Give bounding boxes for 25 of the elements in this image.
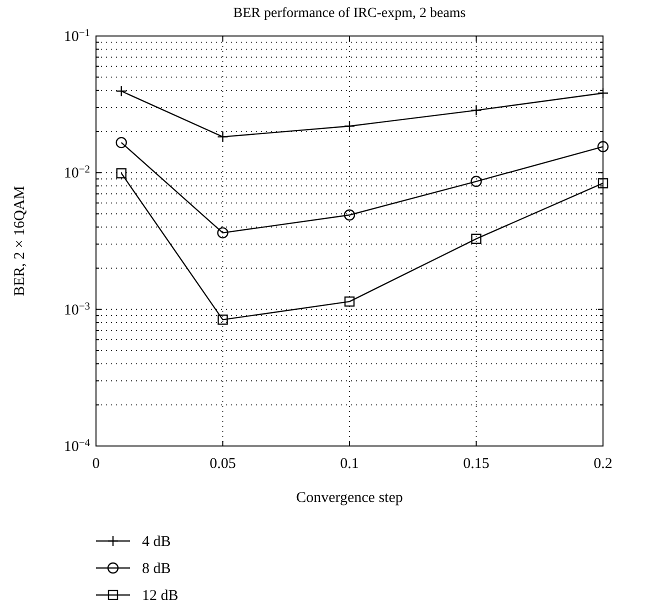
legend-label: 8 dB	[142, 561, 171, 577]
x-tick-label: 0.05	[210, 456, 236, 472]
x-axis-title: Convergence step	[296, 490, 403, 506]
legend-label: 12 dB	[142, 588, 178, 604]
point	[344, 296, 355, 307]
y-tick-label: 10$^{−4}$	[64, 438, 91, 455]
chart-title: BER performance of IRC-expm, 2 beams	[233, 6, 466, 21]
point	[218, 314, 228, 325]
y-tick-label: 10$^{−1}$	[64, 28, 90, 45]
point	[470, 176, 482, 188]
point	[597, 141, 609, 152]
point	[217, 227, 228, 238]
y-tick-label: 10$^{−2}$	[64, 164, 90, 182]
point	[598, 178, 608, 188]
point	[344, 209, 356, 221]
x-tick-label: 0.2	[594, 456, 612, 472]
point	[116, 136, 127, 148]
x-tick-label: 0.15	[463, 456, 490, 472]
x-tick-label: 0	[92, 456, 100, 472]
legend-label: 4 dB	[142, 534, 171, 550]
point	[116, 168, 126, 178]
x-tick-label: 0.1	[340, 456, 359, 472]
y-axis-title: BER, 2 × 16QAM	[12, 186, 28, 296]
point	[471, 234, 482, 244]
y-tick-label: 10$^{−3}$	[64, 300, 90, 318]
